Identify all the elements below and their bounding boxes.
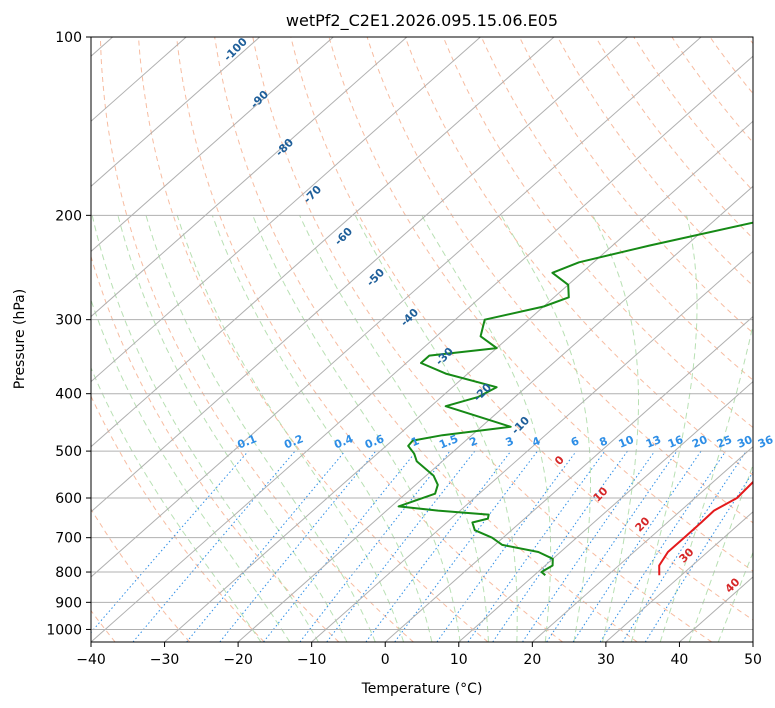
mixing-ratio-line — [572, 450, 702, 642]
mixing-ratio-label: 1 — [409, 434, 421, 449]
isotherm — [605, 511, 753, 642]
x-tick-label: 0 — [381, 652, 390, 668]
dry-adiabat — [290, 37, 753, 621]
x-tick-label: 50 — [744, 652, 762, 668]
x-tick-label: −20 — [223, 652, 253, 668]
mixing-ratio-line — [219, 450, 377, 642]
y-tick-label: 100 — [55, 30, 82, 46]
dry-adiabat — [671, 37, 753, 144]
mixing-ratio-line — [522, 450, 656, 642]
dry-adiabat — [404, 37, 753, 476]
mixing-ratio-line — [365, 450, 512, 642]
x-tick-label: 40 — [671, 652, 689, 668]
dewpoint-line — [397, 221, 753, 576]
isotherm — [91, 37, 334, 253]
isotherm — [91, 55, 753, 642]
moist-adiabat — [659, 322, 753, 642]
y-tick-label: 200 — [55, 208, 82, 224]
plot-frame — [90, 36, 754, 643]
mixing-ratio-label: 30 — [735, 433, 754, 451]
isotherm — [91, 37, 702, 578]
moist-adiabat — [176, 215, 405, 642]
isotherm — [458, 380, 753, 642]
y-tick-label: 600 — [55, 491, 82, 507]
mixing-ratio-line — [186, 450, 346, 642]
background-lines — [91, 37, 753, 642]
isotherm — [91, 37, 261, 188]
dry-adiabat — [176, 37, 563, 642]
x-axis-label: Temperature (°C) — [361, 681, 483, 697]
dry-adiabat — [557, 37, 753, 287]
isotherm — [91, 37, 555, 448]
moist-adiabat — [91, 215, 319, 642]
mixing-ratio-line — [263, 450, 417, 642]
isotherm — [91, 37, 408, 318]
dry-adiabat — [91, 508, 191, 642]
axis-ticks: −40 −30 −20 −10 0 10 20 30 40 50 100 200 300 400 500 60… — [46, 30, 762, 668]
mixing-ratio-line — [436, 450, 577, 642]
y-tick-label: 400 — [55, 387, 82, 403]
moist-adiabat — [354, 215, 518, 642]
moist-adiabat — [211, 215, 433, 642]
mixing-ratio-line — [546, 450, 678, 642]
mixing-ratio-line — [622, 450, 747, 642]
moist-adiabat — [91, 366, 262, 642]
y-tick-label: 900 — [55, 595, 82, 611]
dry-adiabat — [633, 37, 753, 192]
y-tick-label: 700 — [55, 531, 82, 547]
x-tick-label: −10 — [297, 652, 327, 668]
mixing-ratio-label: 3 — [504, 434, 516, 449]
dry-adiabat — [442, 37, 753, 429]
dry-adiabat — [214, 37, 638, 642]
dry-adiabat — [595, 37, 753, 240]
moist-adiabat — [145, 215, 376, 642]
isotherm — [91, 37, 481, 383]
y-tick-label: 500 — [55, 444, 82, 460]
dry-adiabat — [328, 37, 753, 572]
chart-title: wetPf2_C2E1.2026.095.15.06.E05 — [286, 11, 558, 31]
moist-adiabat — [688, 463, 753, 642]
mixing-ratio-line — [492, 450, 628, 642]
mixing-ratio-label: 20 — [690, 433, 709, 451]
mixing-ratio-label: 16 — [666, 433, 685, 451]
temperature-line — [658, 480, 753, 576]
profile-lines — [397, 221, 753, 576]
x-tick-label: 10 — [450, 652, 468, 668]
x-tick-label: 30 — [597, 652, 615, 668]
dry-adiabat — [366, 37, 753, 524]
moist-adiabat — [500, 215, 591, 642]
mixing-ratio-label: 8 — [598, 434, 610, 449]
isotherm — [311, 250, 753, 642]
mixing-ratio-label: 13 — [644, 433, 663, 451]
mixing-ratio-line — [599, 450, 727, 642]
mixing-ratio-label: 2 — [468, 434, 480, 449]
isotherm — [164, 120, 753, 642]
dry-adiabat — [99, 37, 414, 642]
y-axis-label: Pressure (hPa) — [12, 289, 28, 389]
isotherm — [237, 185, 753, 642]
x-tick-label: −40 — [76, 652, 106, 668]
y-tick-label: 800 — [55, 565, 82, 581]
mixing-ratio-label: 25 — [715, 433, 734, 451]
y-tick-label: 300 — [55, 313, 82, 329]
dry-adiabat — [480, 37, 753, 381]
isotherm — [384, 315, 753, 642]
moist-adiabat — [592, 215, 639, 642]
mixing-ratio-label: 10 — [617, 433, 636, 451]
mixing-ratio-label: 36 — [756, 433, 775, 451]
x-tick-label: −30 — [150, 652, 180, 668]
moist-adiabat — [117, 215, 348, 642]
x-tick-label: 20 — [523, 652, 541, 668]
dry-adiabat — [91, 254, 340, 642]
isotherm — [91, 37, 628, 513]
y-tick-label: 1000 — [46, 622, 82, 638]
isotherm — [532, 446, 753, 642]
mixing-ratio-line — [467, 450, 606, 642]
moist-adiabat — [299, 215, 489, 642]
moist-adiabat — [421, 215, 552, 642]
